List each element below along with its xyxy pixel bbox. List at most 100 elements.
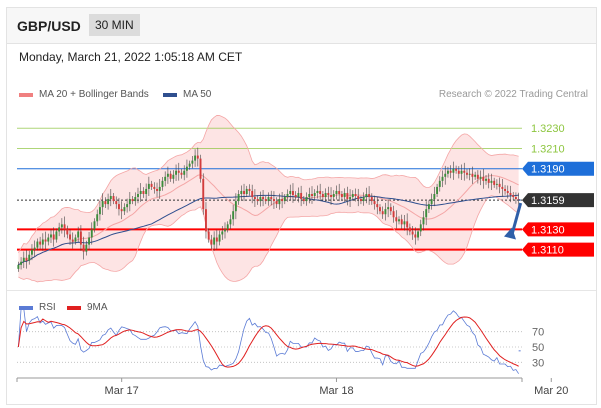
candle-body xyxy=(305,197,308,202)
candle-body xyxy=(210,239,213,245)
candle-body xyxy=(137,194,139,198)
candle-body xyxy=(47,237,50,242)
candle-body xyxy=(237,194,240,202)
legend-label: 9MA xyxy=(87,302,108,313)
candle-body xyxy=(438,180,441,187)
candle-body xyxy=(321,194,324,198)
legend-9ma: 9MA xyxy=(67,302,108,313)
legend-swatch xyxy=(67,305,81,310)
candle-body xyxy=(474,174,477,177)
ma20-line xyxy=(18,174,519,266)
candle-body xyxy=(215,237,218,242)
candle-body xyxy=(243,190,245,194)
candle-body xyxy=(330,195,332,198)
candle-body xyxy=(370,197,373,202)
candle-body xyxy=(506,190,509,193)
candle-body xyxy=(300,192,303,200)
candle-body xyxy=(387,207,390,210)
candle-body xyxy=(414,234,417,238)
price-chart[interactable]: 1.3230 1.3210 1.3190 1.3159 1.3130 1.3110 70 50… xyxy=(7,8,596,404)
candle-body xyxy=(340,194,343,198)
candle-body xyxy=(188,163,191,167)
candle-body xyxy=(373,201,376,205)
candle-body xyxy=(343,192,346,198)
forecast-arrow-head xyxy=(504,227,516,240)
candle-body xyxy=(139,190,142,194)
legend-label: MA 50 xyxy=(183,89,212,100)
candle-body xyxy=(175,170,178,175)
candle-body xyxy=(444,173,447,177)
candle-body xyxy=(134,197,137,202)
candle-body xyxy=(180,172,183,175)
candle-body xyxy=(441,176,444,181)
candle-body xyxy=(468,173,471,175)
candle-body xyxy=(351,194,354,198)
candle-body xyxy=(256,199,259,202)
candle-body xyxy=(251,190,254,198)
candle-body xyxy=(96,214,99,222)
candle-body xyxy=(36,241,39,248)
candle-body xyxy=(88,237,91,245)
candle-body xyxy=(50,234,52,238)
candle-body xyxy=(98,207,101,215)
candle-body xyxy=(166,173,169,177)
candle-body xyxy=(253,197,256,200)
legend-ma50: MA 50 xyxy=(163,89,211,100)
candle-body xyxy=(417,231,419,238)
candle-body xyxy=(479,176,482,179)
price-label: 1.3210 xyxy=(531,143,565,155)
candle-body xyxy=(270,197,273,200)
candle-body xyxy=(392,211,395,218)
candle-body xyxy=(354,194,357,197)
candle-body xyxy=(349,197,352,200)
candle-body xyxy=(411,231,414,235)
candle-body xyxy=(22,257,25,262)
candle-body xyxy=(346,192,349,200)
candle-body xyxy=(308,194,311,198)
rsi-9ma-line xyxy=(17,316,519,368)
candle-body xyxy=(71,239,74,242)
candle-body xyxy=(359,199,362,202)
candle-body xyxy=(425,209,428,218)
candle-body xyxy=(495,183,498,185)
candle-body xyxy=(74,237,77,242)
candle-body xyxy=(153,186,156,189)
candle-body xyxy=(202,178,205,210)
candle-body xyxy=(517,199,520,201)
candle-body xyxy=(406,221,409,228)
candle-body xyxy=(400,219,403,225)
candle-body xyxy=(389,207,392,212)
rsi-level-label: 30 xyxy=(532,357,544,369)
candle-body xyxy=(248,188,251,191)
candle-body xyxy=(357,196,360,200)
candle-body xyxy=(112,196,115,202)
candle-body xyxy=(115,201,118,205)
price-label: 1.3159 xyxy=(531,195,565,207)
candle-body xyxy=(52,234,55,240)
candle-body xyxy=(275,201,278,205)
candle-body xyxy=(156,188,158,191)
candle-body xyxy=(362,197,365,202)
price-label: 1.3130 xyxy=(531,224,565,236)
candle-body xyxy=(226,224,229,230)
candle-body xyxy=(338,190,341,194)
price-label: 1.3190 xyxy=(531,164,565,176)
candle-body xyxy=(476,174,479,179)
candle-body xyxy=(25,257,28,261)
timestamp: Monday, March 21, 2022 1:05:18 AM CET xyxy=(19,50,243,64)
candle-body xyxy=(85,244,88,252)
copyright-note: Research © 2022 Trading Central xyxy=(438,89,588,100)
candle-body xyxy=(457,170,460,174)
candle-body xyxy=(335,190,338,194)
timeframe-badge[interactable]: 30 MIN xyxy=(89,14,140,36)
candle-body xyxy=(240,190,243,194)
candle-body xyxy=(430,199,433,205)
candle-body xyxy=(205,209,207,232)
legend-bollinger: MA 20 + Bollinger Bands xyxy=(19,89,149,100)
candle-body xyxy=(145,188,148,194)
bollinger-lower-line xyxy=(18,195,519,283)
candle-body xyxy=(427,204,430,210)
candle-body xyxy=(28,254,31,261)
candle-body xyxy=(272,199,275,202)
forecast-arrow-shaft xyxy=(510,202,523,235)
